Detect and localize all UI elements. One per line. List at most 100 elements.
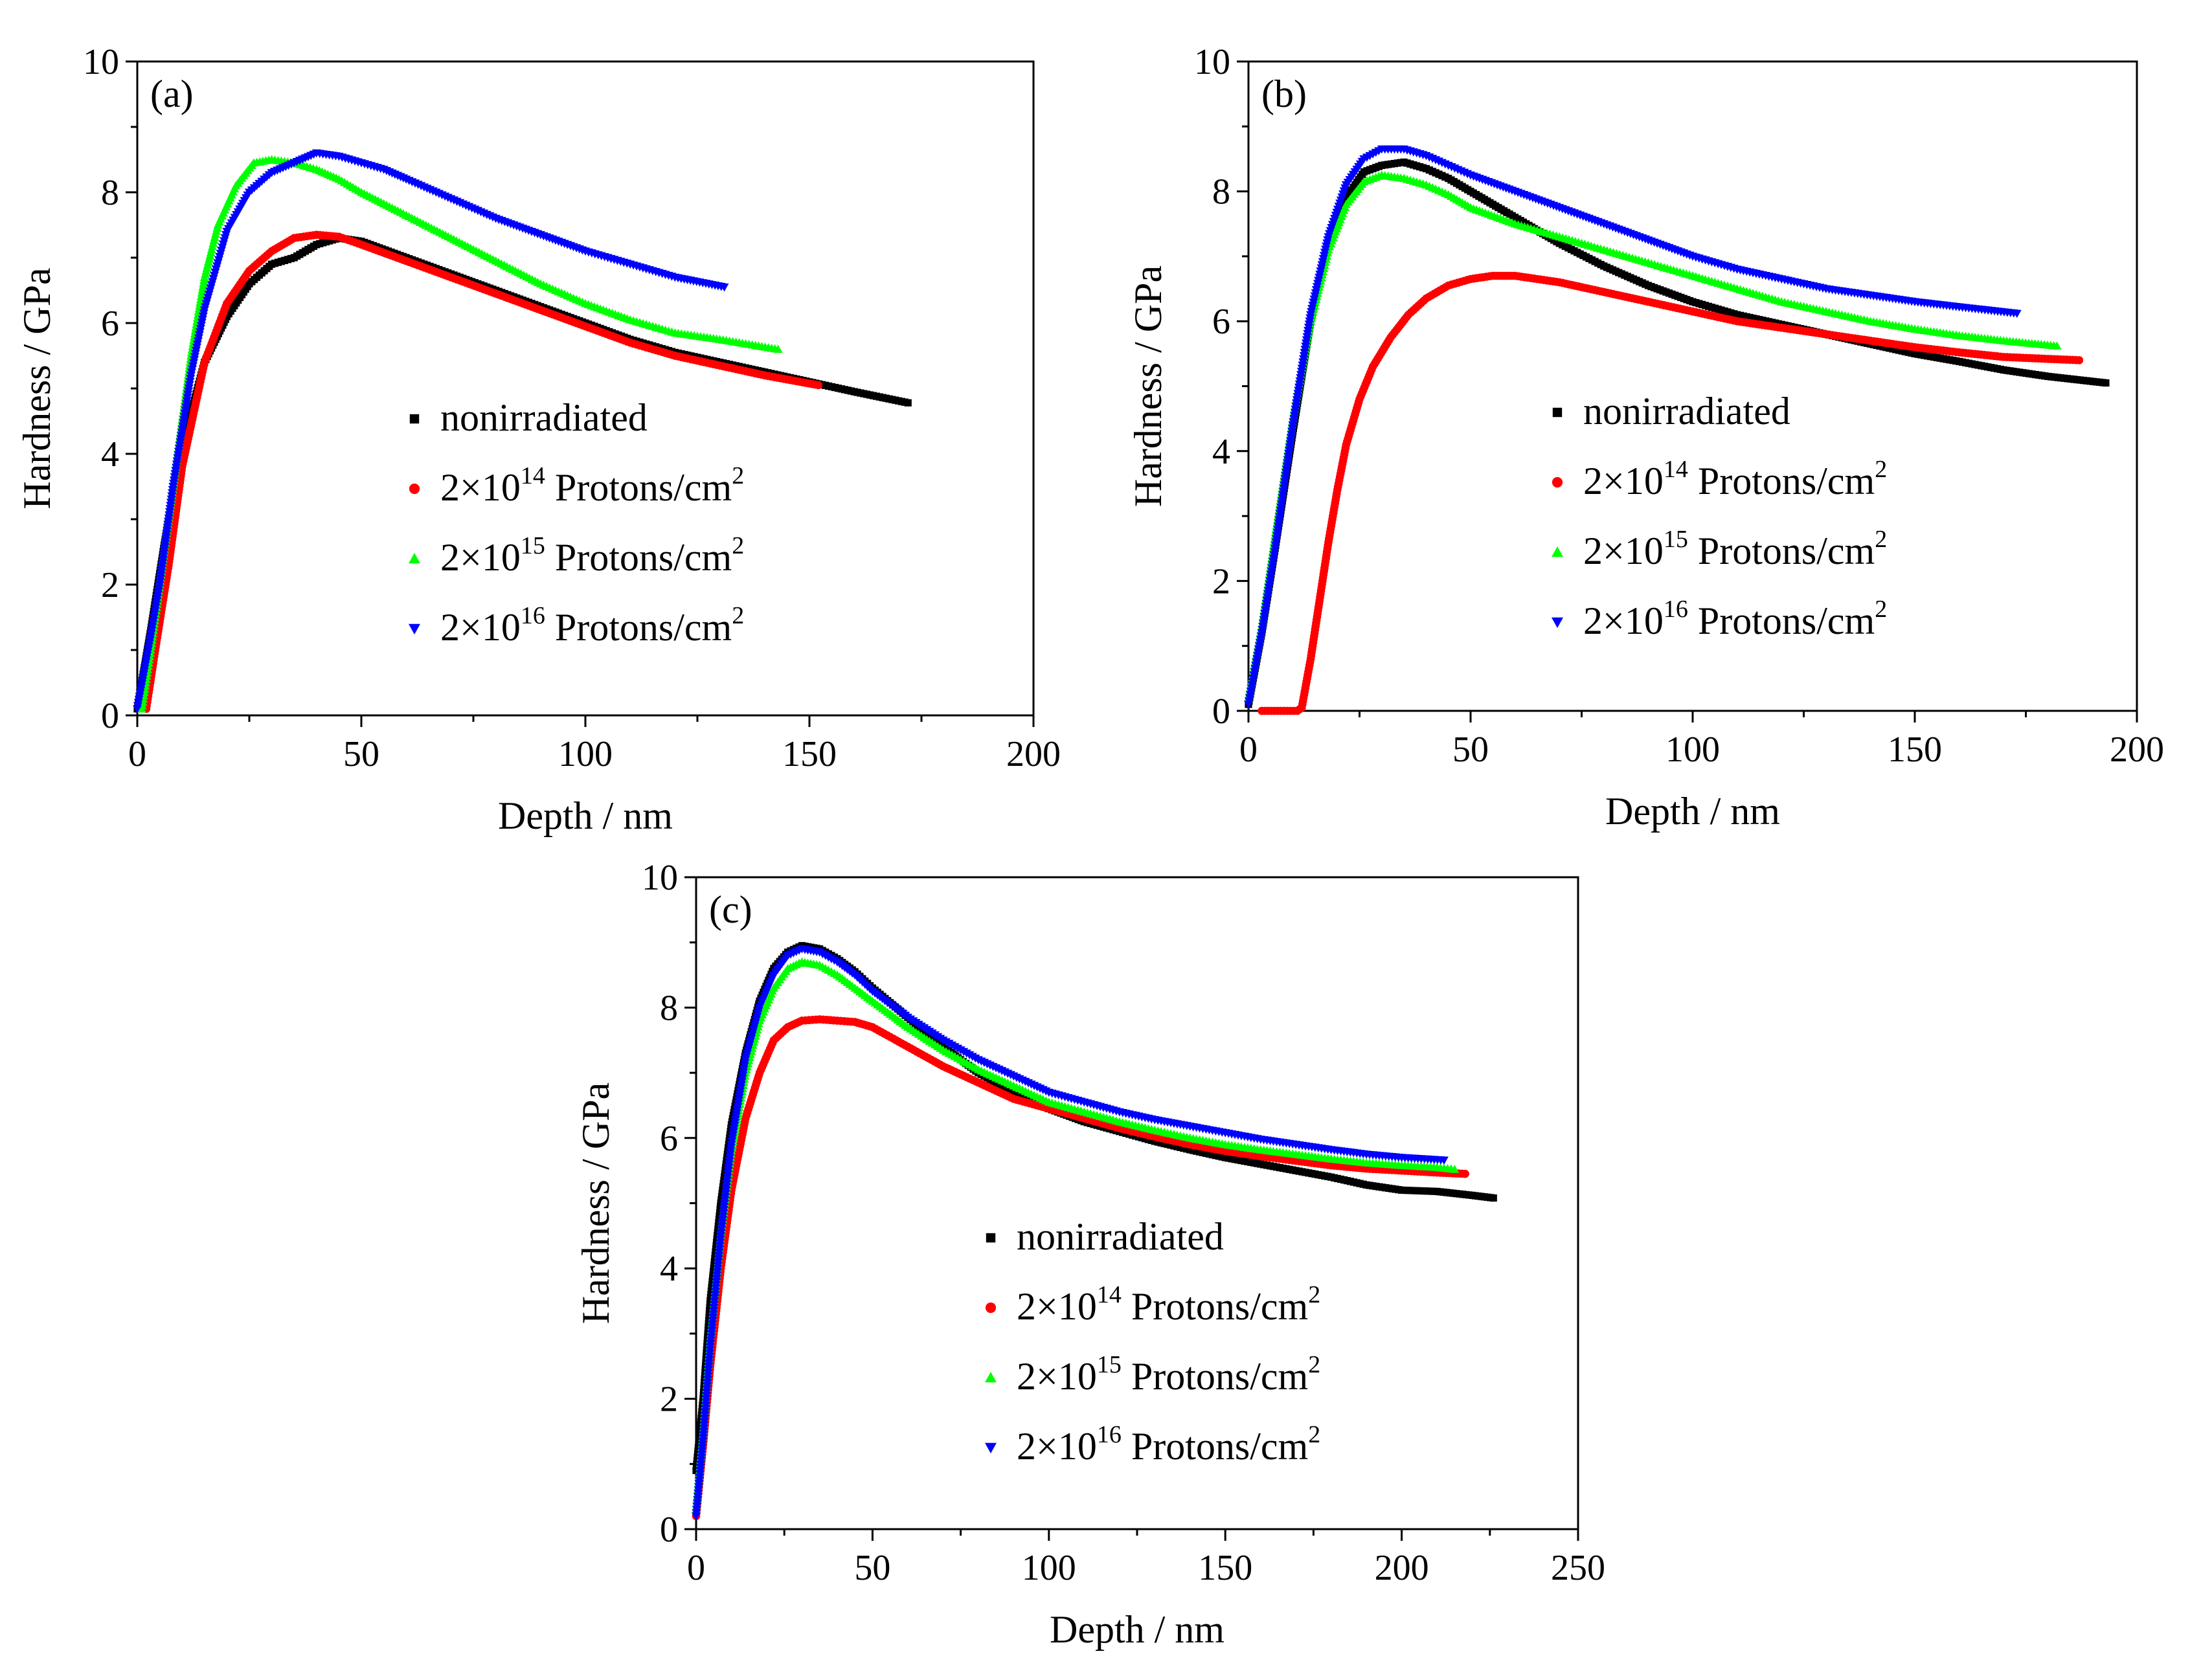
y-tick-label: 2 [1212, 561, 1230, 601]
legend-label: 2×1014 Protons/cm2 [1583, 456, 1887, 502]
x-tick-label: 0 [1239, 730, 1258, 770]
y-axis-title: Hardness / GPa [574, 1082, 617, 1324]
data-point [141, 658, 151, 667]
data-point [133, 705, 142, 713]
data-point [727, 1141, 736, 1149]
data-point [181, 403, 191, 412]
y-tick-label: 2 [660, 1380, 678, 1420]
x-tick-label: 50 [343, 734, 379, 774]
legend-marker [409, 414, 420, 424]
x-tick-label: 0 [687, 1548, 705, 1588]
data-point [1256, 636, 1265, 644]
data-point [146, 633, 155, 642]
data-point [1263, 593, 1272, 602]
data-point [138, 677, 148, 686]
data-point [185, 378, 195, 386]
series-1 [1245, 158, 2110, 708]
legend-label: 2×1016 Protons/cm2 [1583, 596, 1887, 642]
data-point [1266, 574, 1276, 583]
panel-label: (c) [709, 888, 752, 931]
legend-marker [1552, 476, 1563, 488]
data-point [1265, 577, 1275, 586]
x-tick-label: 100 [558, 734, 613, 774]
y-tick-label: 8 [1212, 172, 1230, 212]
x-tick-label: 0 [128, 734, 146, 774]
x-tick-label: 150 [1198, 1548, 1252, 1588]
data-point [148, 620, 158, 629]
data-point [728, 1131, 738, 1140]
x-tick-label: 200 [2110, 730, 2164, 770]
data-point [735, 1090, 745, 1099]
data-point [149, 613, 159, 622]
y-tick-label: 2 [101, 565, 119, 605]
data-point [135, 689, 145, 698]
data-point [732, 1106, 742, 1115]
legend-label: nonirradiated [1583, 390, 1790, 432]
data-point [1439, 1156, 1449, 1165]
data-point [144, 645, 153, 655]
series-4 [133, 149, 729, 713]
data-point [734, 1097, 743, 1105]
x-axis-title: Depth / nm [498, 794, 673, 837]
y-tick-label: 10 [1194, 42, 1230, 82]
data-point [139, 667, 149, 676]
data-point [773, 344, 783, 353]
data-point [1245, 691, 1255, 699]
data-point [136, 686, 146, 695]
data-point [739, 1068, 749, 1077]
y-tick-label: 0 [101, 696, 119, 736]
data-point [729, 1125, 739, 1134]
data-point [170, 470, 180, 478]
data-point [1450, 1165, 1460, 1173]
x-tick-label: 50 [1452, 730, 1489, 770]
legend-marker [985, 1442, 997, 1453]
data-point [1256, 633, 1266, 641]
data-point [1247, 681, 1257, 689]
data-point [186, 375, 196, 383]
data-point [149, 616, 159, 625]
data-point [727, 1137, 737, 1147]
data-point [144, 642, 154, 651]
data-point [734, 1093, 744, 1103]
data-point [1244, 697, 1254, 706]
data-point [740, 1059, 750, 1068]
data-point [2102, 379, 2110, 387]
x-tick-label: 100 [1665, 730, 1720, 770]
data-point [181, 400, 191, 409]
series-2 [142, 230, 823, 713]
data-point [1268, 561, 1278, 570]
x-tick-label: 150 [1888, 730, 1942, 770]
data-point [140, 664, 150, 673]
y-tick-label: 6 [101, 304, 119, 344]
data-point [1252, 655, 1262, 664]
data-point [133, 702, 142, 711]
data-point [2052, 341, 2062, 350]
data-point [1258, 619, 1268, 628]
legend-label: 2×1014 Protons/cm2 [1017, 1281, 1320, 1328]
panel-label: (b) [1261, 73, 1307, 115]
data-point [1259, 616, 1269, 625]
data-point [728, 1134, 738, 1143]
legend-label: 2×1016 Protons/cm2 [440, 602, 744, 649]
data-point [137, 683, 146, 692]
data-point [1244, 700, 1253, 709]
legend-marker [409, 553, 420, 564]
y-tick-label: 4 [101, 434, 119, 475]
y-tick-label: 6 [660, 1119, 678, 1159]
x-axis-title: Depth / nm [1605, 790, 1780, 833]
data-point [1257, 629, 1267, 638]
data-point [1269, 551, 1279, 560]
data-point [1254, 645, 1263, 654]
legend-marker [409, 623, 420, 634]
data-point [731, 1112, 741, 1121]
data-point [139, 671, 148, 679]
data-point [153, 594, 163, 603]
data-point [1489, 1194, 1497, 1202]
data-point [1252, 658, 1261, 667]
y-tick-label: 0 [660, 1510, 678, 1550]
x-tick-label: 150 [782, 734, 837, 774]
data-point [904, 399, 912, 407]
data-point [174, 447, 184, 456]
data-point [814, 381, 823, 390]
